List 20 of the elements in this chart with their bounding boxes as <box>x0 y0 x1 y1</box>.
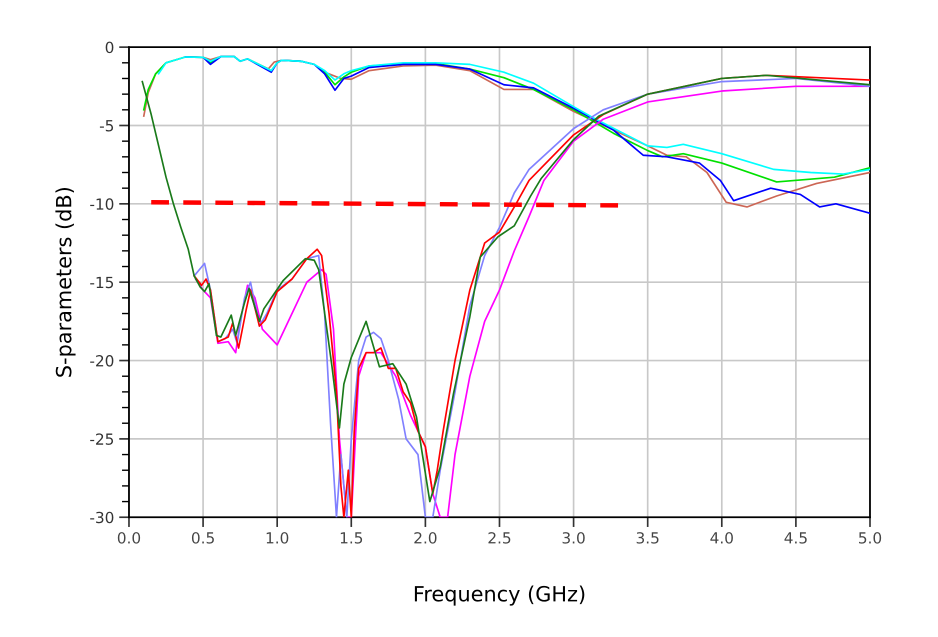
x-tick-label: 0.0 <box>118 532 140 544</box>
y-tick-label: -20 <box>90 355 114 367</box>
y-tick-label: -30 <box>90 512 114 524</box>
x-tick-label: 3.5 <box>636 532 659 544</box>
x-tick-label: 2.0 <box>414 532 437 544</box>
x-tick-label: 4.0 <box>710 532 733 544</box>
y-tick-label: -25 <box>90 433 114 445</box>
y-tick-label: 0 <box>106 42 114 54</box>
x-tick-label: 2.5 <box>488 532 510 544</box>
x-tick-label: 0.5 <box>192 532 214 544</box>
y-axis-title: S-parameters (dB) <box>55 188 76 377</box>
x-tick-label: 3.0 <box>562 532 585 544</box>
x-tick-label: 1.0 <box>266 532 288 544</box>
x-axis-title: Frequency (GHz) <box>414 586 584 606</box>
x-tick-label: 5.0 <box>859 532 882 544</box>
x-tick-label: 1.5 <box>340 532 362 544</box>
y-tick-label: -10 <box>90 198 114 210</box>
y-tick-label: -15 <box>90 276 114 288</box>
x-tick-label: 4.5 <box>784 532 807 544</box>
y-tick-label: -5 <box>100 120 114 132</box>
